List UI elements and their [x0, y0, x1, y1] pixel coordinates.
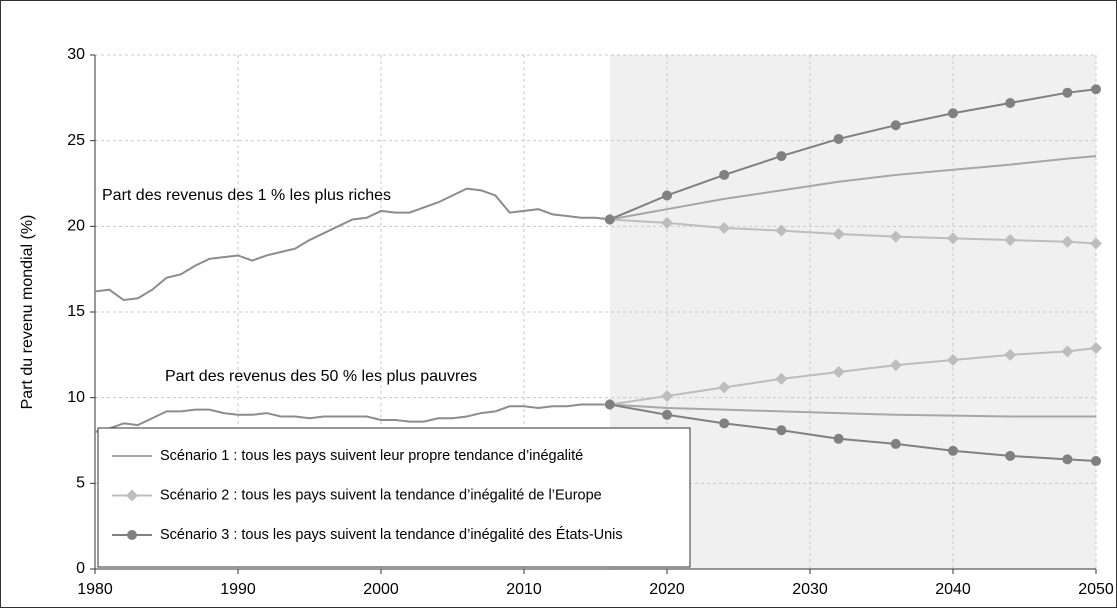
marker [1062, 454, 1073, 465]
marker [833, 133, 844, 144]
x-tick-label: 2000 [363, 581, 399, 598]
history-line [94, 403, 610, 433]
scenario-line [609, 403, 1097, 463]
marker [776, 151, 787, 162]
marker [833, 433, 844, 444]
marker [661, 389, 673, 402]
marker [890, 438, 901, 449]
legend-box [97, 427, 691, 568]
marker [1062, 87, 1073, 98]
marker [718, 222, 731, 235]
marker [1005, 450, 1016, 461]
y-tick-label: 15 [67, 303, 85, 320]
history-line [94, 187, 610, 302]
y-tick-label: 20 [67, 218, 85, 235]
y-tick-label: 0 [76, 560, 85, 577]
legend-label: Scénario 1 : tous les pays suivent leur … [160, 448, 583, 464]
marker [719, 418, 730, 429]
marker [662, 190, 672, 201]
x-tick-label: 2010 [506, 581, 542, 598]
legend-label: Scénario 2 : tous les pays suivent la te… [160, 487, 602, 503]
scenario-line [609, 155, 1097, 221]
legend-label: Scénario 3 : tous les pays suivent la te… [160, 526, 623, 543]
y-axis-label: Part du revenu mondial (%) [19, 215, 36, 410]
marker [1061, 345, 1074, 358]
marker [948, 445, 958, 456]
marker [775, 372, 788, 385]
marker [947, 353, 959, 366]
x-tick-label: 2020 [649, 581, 685, 598]
scenario-line [609, 218, 1097, 245]
legend-marker [126, 489, 138, 502]
scenario-line [609, 88, 1097, 221]
x-tick-label: 2030 [792, 581, 828, 598]
marker [719, 169, 730, 180]
y-tick-label: 5 [76, 475, 85, 492]
marker [889, 230, 902, 243]
annotation: Part des revenus des 50 % les plus pauvr… [165, 368, 477, 385]
x-tick-label: 2050 [1078, 581, 1114, 598]
marker [718, 381, 731, 394]
marker [661, 216, 673, 229]
marker [890, 120, 901, 131]
marker [948, 108, 958, 119]
marker [775, 224, 788, 237]
y-tick-label: 30 [67, 46, 85, 63]
y-tick-label: 25 [67, 132, 85, 149]
marker [1005, 97, 1016, 108]
marker [947, 232, 959, 245]
marker [662, 409, 672, 420]
x-tick-label: 1980 [77, 581, 113, 598]
x-tick-label: 2040 [935, 581, 971, 598]
marker [604, 214, 615, 225]
annotation: Part des revenus des 1 % les plus riches [102, 187, 391, 204]
legend: Scénario 1 : tous les pays suivent leur … [97, 427, 691, 568]
marker [1004, 348, 1017, 361]
marker [832, 228, 845, 241]
legend-marker [127, 530, 137, 540]
marker [1091, 84, 1101, 95]
marker [776, 425, 787, 436]
marker [889, 359, 902, 372]
marker [1061, 235, 1074, 248]
scenario-line [609, 346, 1097, 406]
marker [604, 399, 615, 410]
marker [832, 365, 845, 378]
marker [1090, 237, 1102, 250]
x-tick-label: 1990 [220, 581, 256, 598]
marker [1090, 341, 1102, 354]
scenario-line [609, 403, 1096, 418]
marker [1004, 234, 1017, 247]
marker [1091, 456, 1101, 467]
y-tick-label: 10 [67, 389, 85, 406]
